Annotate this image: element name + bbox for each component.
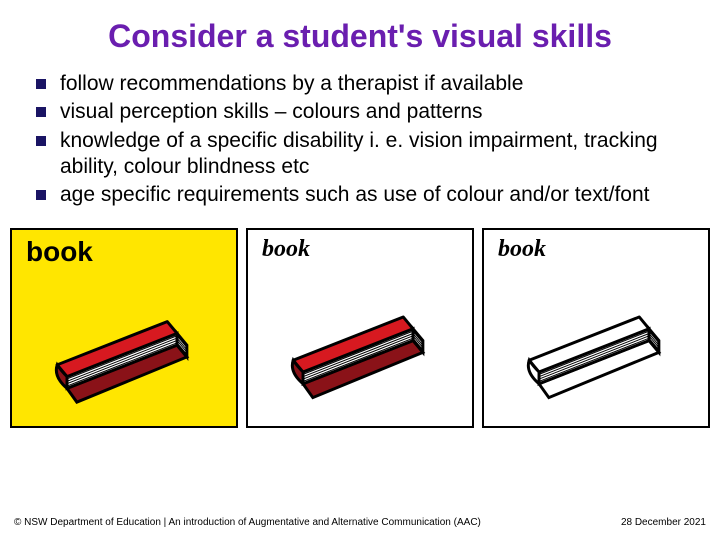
bullet-list: follow recommendations by a therapist if…	[0, 67, 720, 208]
bullet-text: age specific requirements such as use of…	[60, 182, 684, 208]
bullet-item: follow recommendations by a therapist if…	[36, 71, 684, 97]
book-icon	[484, 263, 708, 426]
card-label: book	[12, 230, 236, 268]
bullet-text: visual perception skills – colours and p…	[60, 99, 684, 125]
book-card: book	[482, 228, 710, 428]
bullet-marker-icon	[36, 79, 46, 89]
footer-left: © NSW Department of Education | An intro…	[14, 517, 481, 528]
slide-footer: © NSW Department of Education | An intro…	[0, 517, 720, 528]
card-label: book	[248, 230, 472, 263]
bullet-marker-icon	[36, 190, 46, 200]
bullet-marker-icon	[36, 107, 46, 117]
book-card: book	[10, 228, 238, 428]
bullet-item: knowledge of a specific disability i. e.…	[36, 128, 684, 181]
footer-right: 28 December 2021	[621, 517, 706, 528]
bullet-text: knowledge of a specific disability i. e.…	[60, 128, 684, 181]
book-icon	[12, 268, 236, 430]
bullet-item: age specific requirements such as use of…	[36, 182, 684, 208]
slide-title: Consider a student's visual skills	[0, 0, 720, 67]
bullet-item: visual perception skills – colours and p…	[36, 99, 684, 125]
bullet-marker-icon	[36, 136, 46, 146]
book-card: book	[246, 228, 474, 428]
book-icon	[248, 263, 472, 426]
card-label: book	[484, 230, 708, 263]
bullet-text: follow recommendations by a therapist if…	[60, 71, 684, 97]
card-row: book book book	[0, 210, 720, 428]
